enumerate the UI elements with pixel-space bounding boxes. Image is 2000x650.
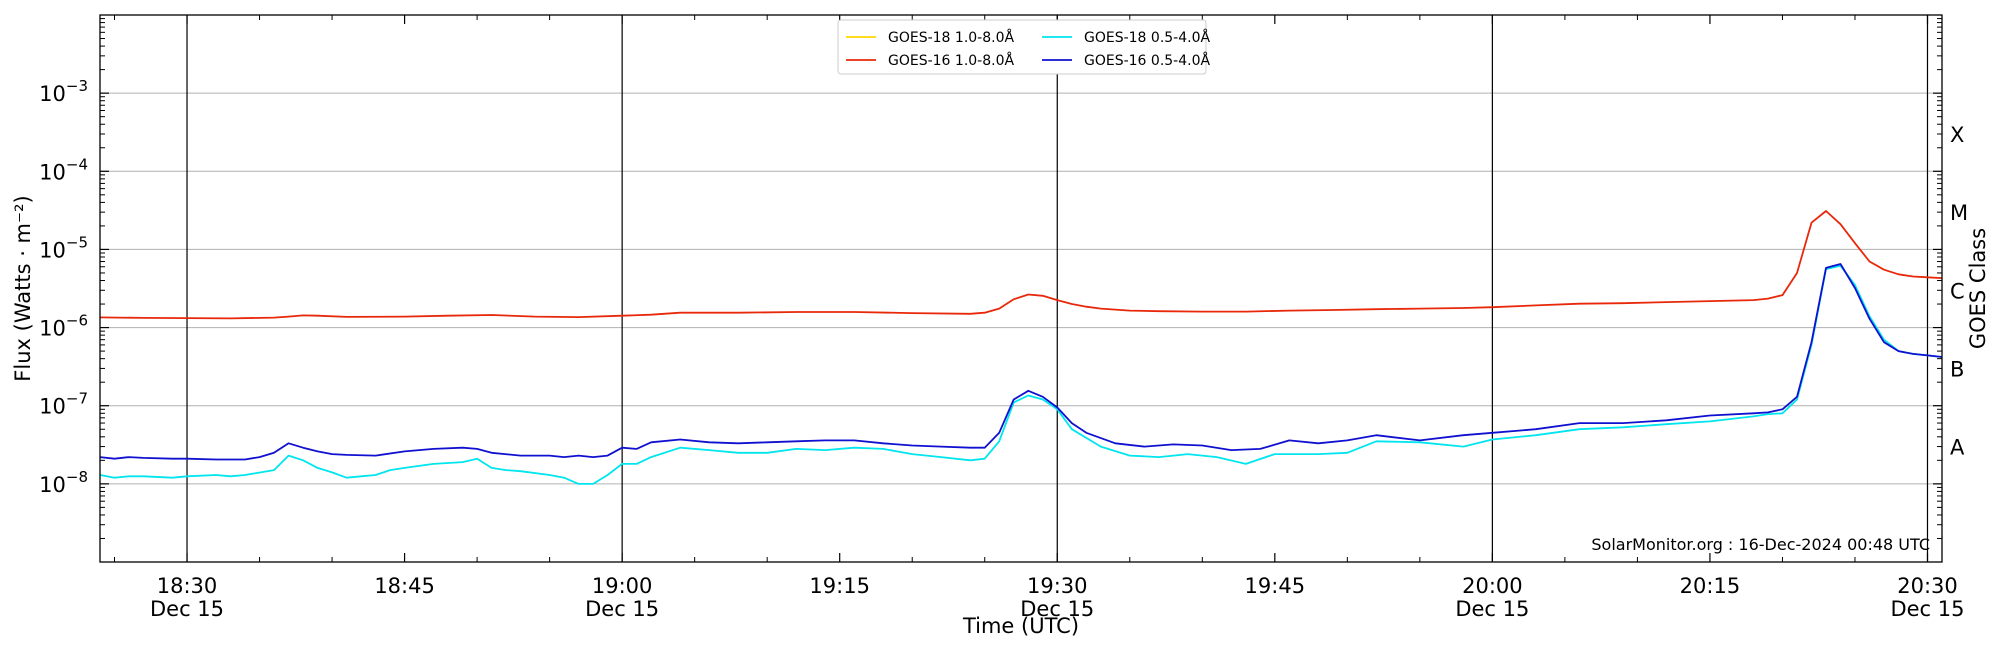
legend-label-2: GOES-18 0.5-4.0Å	[1084, 29, 1210, 46]
x-tick-label: 19:00	[592, 574, 653, 598]
gridlines	[100, 92, 1942, 485]
series-lines	[99, 210, 1943, 485]
legend: GOES-18 1.0-8.0Å GOES-16 1.0-8.0Å GOES-18 …	[837, 19, 1210, 75]
x-tick-label: 20:30	[1897, 574, 1958, 598]
series-line-3	[99, 263, 1943, 461]
x-tick-label: 19:15	[809, 574, 870, 598]
y-tick-label: 10−3	[39, 77, 88, 106]
legend-label-0: GOES-18 1.0-8.0Å	[888, 29, 1014, 46]
y-axis-ticks: 10−8 10−7 10−6 10−5 10−4 10−3	[39, 18, 1942, 539]
plot-frame	[99, 14, 1943, 563]
goes-class-label-x: X	[1950, 123, 1964, 147]
x-tick-date-label: Dec 15	[1455, 597, 1529, 621]
x-tick-label: 18:45	[374, 574, 435, 598]
y-tick-label: 10−4	[39, 155, 88, 184]
x-tick-date-label: Dec 15	[1020, 597, 1094, 621]
x-tick-label: 18:30	[157, 574, 218, 598]
y-tick-label: 10−5	[39, 233, 88, 262]
legend-label-1: GOES-16 1.0-8.0Å	[888, 52, 1014, 69]
y-tick-label: 10−6	[39, 312, 88, 341]
series-line-2	[99, 264, 1943, 485]
x-tick-date-label: Dec 15	[150, 597, 224, 621]
day-marker-lines	[186, 15, 1929, 562]
credit-text: SolarMonitor.org : 16-Dec-2024 00:48 UTC	[1591, 535, 1930, 554]
x-tick-label: 19:30	[1027, 574, 1088, 598]
x-axis-title: Time (UTC)	[962, 614, 1079, 638]
legend-box	[837, 19, 1207, 75]
goes-class-label-a: A	[1950, 436, 1965, 460]
x-tick-label: 20:00	[1462, 574, 1523, 598]
goes-class-axis-title: GOES Class	[1966, 228, 1990, 349]
goes-class-label-c: C	[1950, 279, 1965, 303]
goes-class-label-b: B	[1950, 357, 1964, 381]
goes-class-labels: A B C M X	[1950, 123, 1968, 460]
series-line-1	[99, 210, 1943, 320]
x-tick-date-label: Dec 15	[585, 597, 659, 621]
x-tick-date-label: Dec 15	[1890, 597, 1964, 621]
y-axis-title: Flux (Watts · m⁻²)	[11, 195, 35, 381]
x-tick-label: 20:15	[1680, 574, 1741, 598]
x-tick-label: 19:45	[1245, 574, 1306, 598]
goes-class-label-m: M	[1950, 201, 1968, 225]
y-tick-label: 10−8	[39, 468, 88, 497]
legend-label-3: GOES-16 0.5-4.0Å	[1084, 52, 1210, 69]
y-tick-label: 10−7	[39, 390, 88, 419]
